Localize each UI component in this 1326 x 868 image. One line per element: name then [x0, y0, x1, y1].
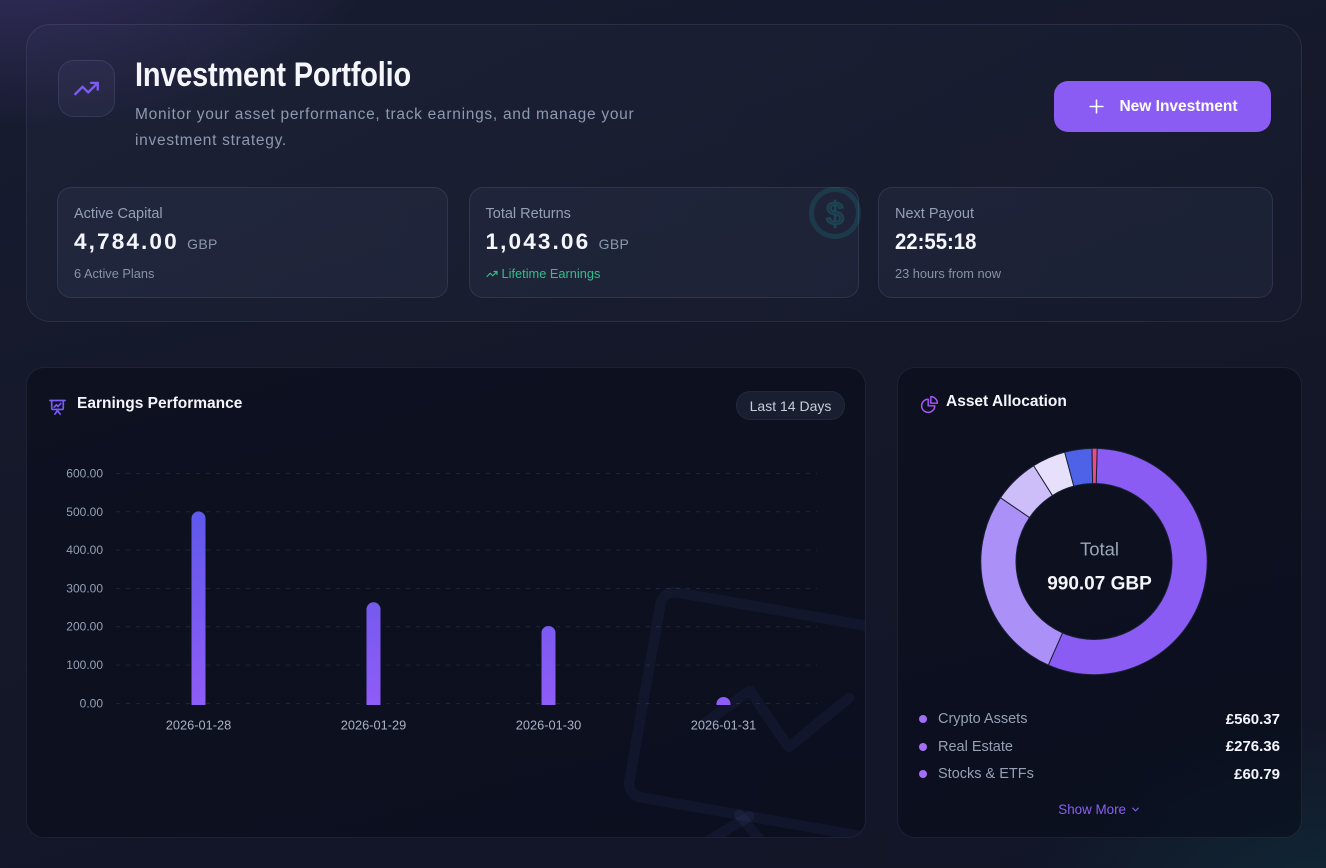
svg-text:2026-01-29: 2026-01-29 — [341, 718, 406, 733]
svg-text:$: $ — [826, 195, 844, 232]
svg-text:2026-01-30: 2026-01-30 — [516, 718, 581, 733]
svg-text:300.00: 300.00 — [66, 582, 103, 596]
svg-text:2026-01-28: 2026-01-28 — [166, 718, 231, 733]
svg-text:0.00: 0.00 — [80, 697, 104, 711]
svg-text:600.00: 600.00 — [66, 467, 103, 481]
svg-text:500.00: 500.00 — [66, 505, 103, 519]
svg-text:400.00: 400.00 — [66, 543, 103, 557]
svg-text:Total: Total — [1080, 539, 1119, 560]
svg-text:100.00: 100.00 — [66, 658, 103, 672]
svg-text:200.00: 200.00 — [66, 620, 103, 634]
svg-text:990.07 GBP: 990.07 GBP — [1047, 574, 1152, 595]
svg-text:2026-01-31: 2026-01-31 — [691, 718, 756, 733]
